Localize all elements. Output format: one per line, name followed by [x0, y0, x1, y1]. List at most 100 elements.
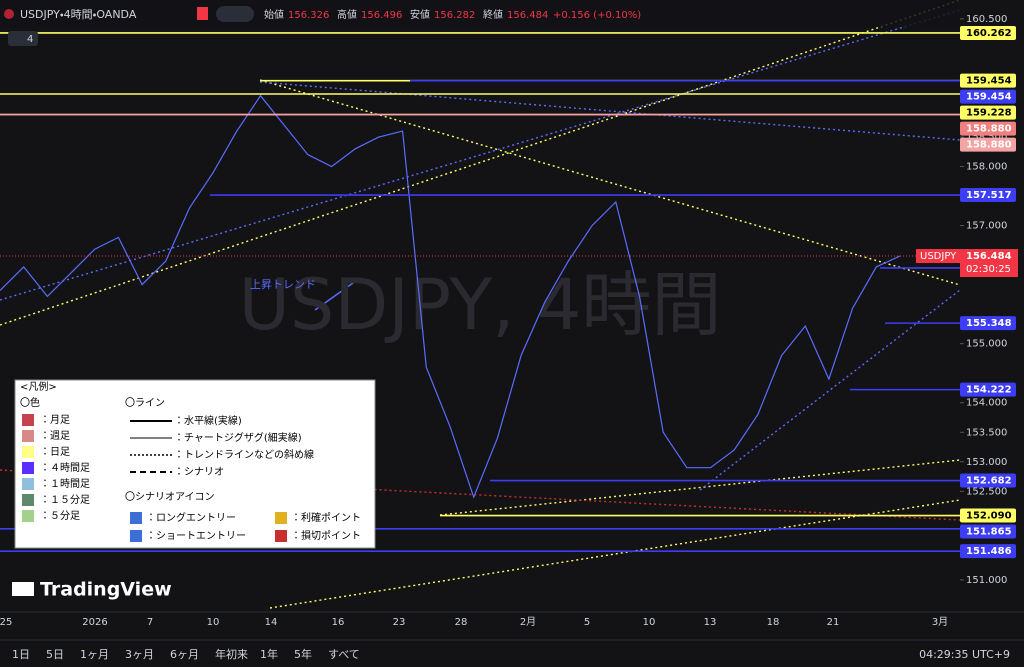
level-label: 152.682: [966, 476, 1012, 487]
y-tick-label: 154.000: [966, 398, 1007, 409]
open-label: 始値: [264, 8, 284, 21]
level-label: 157.517: [966, 190, 1012, 201]
range-button[interactable]: 1年: [260, 647, 278, 661]
level-label: 160.262: [966, 28, 1012, 39]
legend-label: ：４時間足: [40, 462, 90, 474]
flag: [4, 9, 14, 19]
level-tag: [960, 25, 1016, 40]
range-button[interactable]: 1ヶ月: [80, 648, 109, 661]
level-tag: [960, 473, 1016, 488]
flag-button[interactable]: [197, 7, 208, 20]
x-tick-label: 7: [147, 617, 153, 628]
y-tick-label: 158.000: [966, 162, 1007, 173]
x-tick-label: 5: [584, 617, 590, 628]
legend-icon: [275, 530, 287, 542]
legend-swatch: [22, 510, 34, 522]
close-label: 終値: [483, 8, 503, 21]
logo: TradingView: [40, 579, 172, 601]
legend-swatch: [22, 478, 34, 490]
legend-swatch: [22, 430, 34, 442]
level-tag: [960, 137, 1016, 152]
y-tick-label: 153.000: [966, 457, 1007, 468]
legend-label: ：１５分足: [40, 494, 90, 506]
legend-label: ：トレンドラインなどの斜め線: [174, 448, 314, 461]
level-label: 159.454: [966, 92, 1012, 103]
range-button[interactable]: 年初来: [215, 647, 248, 661]
y-tick-label: 158.500: [966, 132, 1007, 143]
range-button[interactable]: 5年: [294, 647, 312, 661]
level-label: 158.880: [966, 140, 1012, 151]
header-bg: [0, 0, 960, 27]
change: +0.156 (+0.10%): [553, 10, 641, 21]
x-tick-label: 10: [643, 617, 656, 628]
legend-label: ：日足: [40, 446, 70, 458]
legend-swatch: [22, 462, 34, 474]
watermark: USDJPY, 4時間: [239, 264, 722, 346]
annotation: 上昇トレンド: [250, 278, 316, 291]
legend-swatch: [22, 494, 34, 506]
low-label: 安値: [410, 8, 430, 21]
legend-label: ：週足: [40, 430, 70, 442]
open: 156.326: [288, 10, 329, 21]
x-tick-label: 3月: [932, 616, 948, 628]
level-label: 159.454: [966, 76, 1012, 87]
x-tick-label: 10: [207, 617, 220, 628]
range-button[interactable]: 1日: [12, 648, 30, 661]
level-tag: [960, 188, 1016, 203]
range-button[interactable]: 3ヶ月: [125, 648, 154, 661]
logo-icon: [12, 582, 34, 596]
y-tick-label: 151.000: [966, 575, 1007, 586]
level-tag: [960, 524, 1016, 539]
plot: USDJPY: [0, 32, 960, 552]
legend-colors-title: 〇色: [20, 397, 40, 409]
y-tick-label: 152.500: [966, 486, 1007, 497]
legend-label: ：シナリオ: [174, 466, 224, 478]
legend-title: <凡例>: [20, 380, 57, 393]
range-buttons: 1日 5日 1ヶ月 3ヶ月 6ヶ月 年初来 1年 5年 すべて: [12, 647, 360, 661]
x-tick-label: 14: [265, 617, 278, 628]
level-label: 154.222: [966, 385, 1012, 396]
interval-toggle[interactable]: [8, 31, 38, 46]
level-tag: [960, 544, 1016, 559]
range-button[interactable]: すべて: [328, 648, 360, 661]
legend-items: ：月足 ：週足 ：日足 ：４時間足 ：１時間足 ：１５分足 ：５分足 ：水平線(実線) ：チャー…: [22, 414, 361, 542]
legend-swatch: [22, 446, 34, 458]
legend-box: <凡例> 〇色 〇ライン 〇シナリオアイコン ：月足 ：週足 ：日足 ：４時間足 ：１時…: [14, 379, 376, 549]
level-tag: [960, 73, 1016, 88]
time-axis: 25 2026 7 10 14 16 23 28 2月 5 10 13 18 21 3月: [0, 616, 948, 628]
range-button[interactable]: 5日: [46, 648, 64, 661]
legend-label: ：ショートエントリー: [146, 531, 246, 542]
range-button[interactable]: 6ヶ月: [170, 648, 199, 661]
status[interactable]: [216, 6, 254, 22]
x-tick-label: 18: [767, 617, 780, 628]
x-tick-label: 13: [704, 617, 717, 628]
level-label: 152.090: [966, 511, 1012, 522]
level-label: 159.228: [966, 108, 1012, 119]
level-tag: [960, 508, 1016, 523]
legend-icons-title: 〇シナリオアイコン: [125, 491, 215, 503]
symbol: USDJPY・4時間・OANDA: [20, 8, 137, 21]
last-tag: [960, 249, 1018, 278]
level-label: 151.486: [966, 546, 1012, 557]
legend-label: ：チャートジグザグ(細実線): [174, 431, 302, 444]
symbol-tag: [916, 249, 960, 264]
legend-label: ：ロングエントリー: [146, 511, 236, 524]
high-label: 高値: [337, 8, 357, 21]
y-tick-label: 153.500: [966, 427, 1007, 438]
toolbar: [0, 640, 1024, 667]
y-tick-label: 157.000: [966, 221, 1007, 232]
legend-label: ：利確ポイント: [291, 511, 361, 524]
y-tick-label: 155.000: [966, 339, 1007, 350]
x-tick-label: 25: [0, 617, 12, 628]
clock: 04:29:35 UTC+9: [919, 648, 1010, 661]
level-tag: [960, 316, 1016, 331]
level-label: 151.865: [966, 527, 1012, 538]
legend-label: ：５分足: [40, 510, 80, 522]
legend-bg: [14, 379, 376, 549]
legend-lines-title: 〇ライン: [125, 397, 165, 409]
x-tick-label: 28: [455, 617, 468, 628]
legend-label: ：月足: [40, 414, 70, 426]
legend-label: ：損切ポイント: [291, 529, 361, 542]
last-price: 156.484: [966, 251, 1012, 262]
